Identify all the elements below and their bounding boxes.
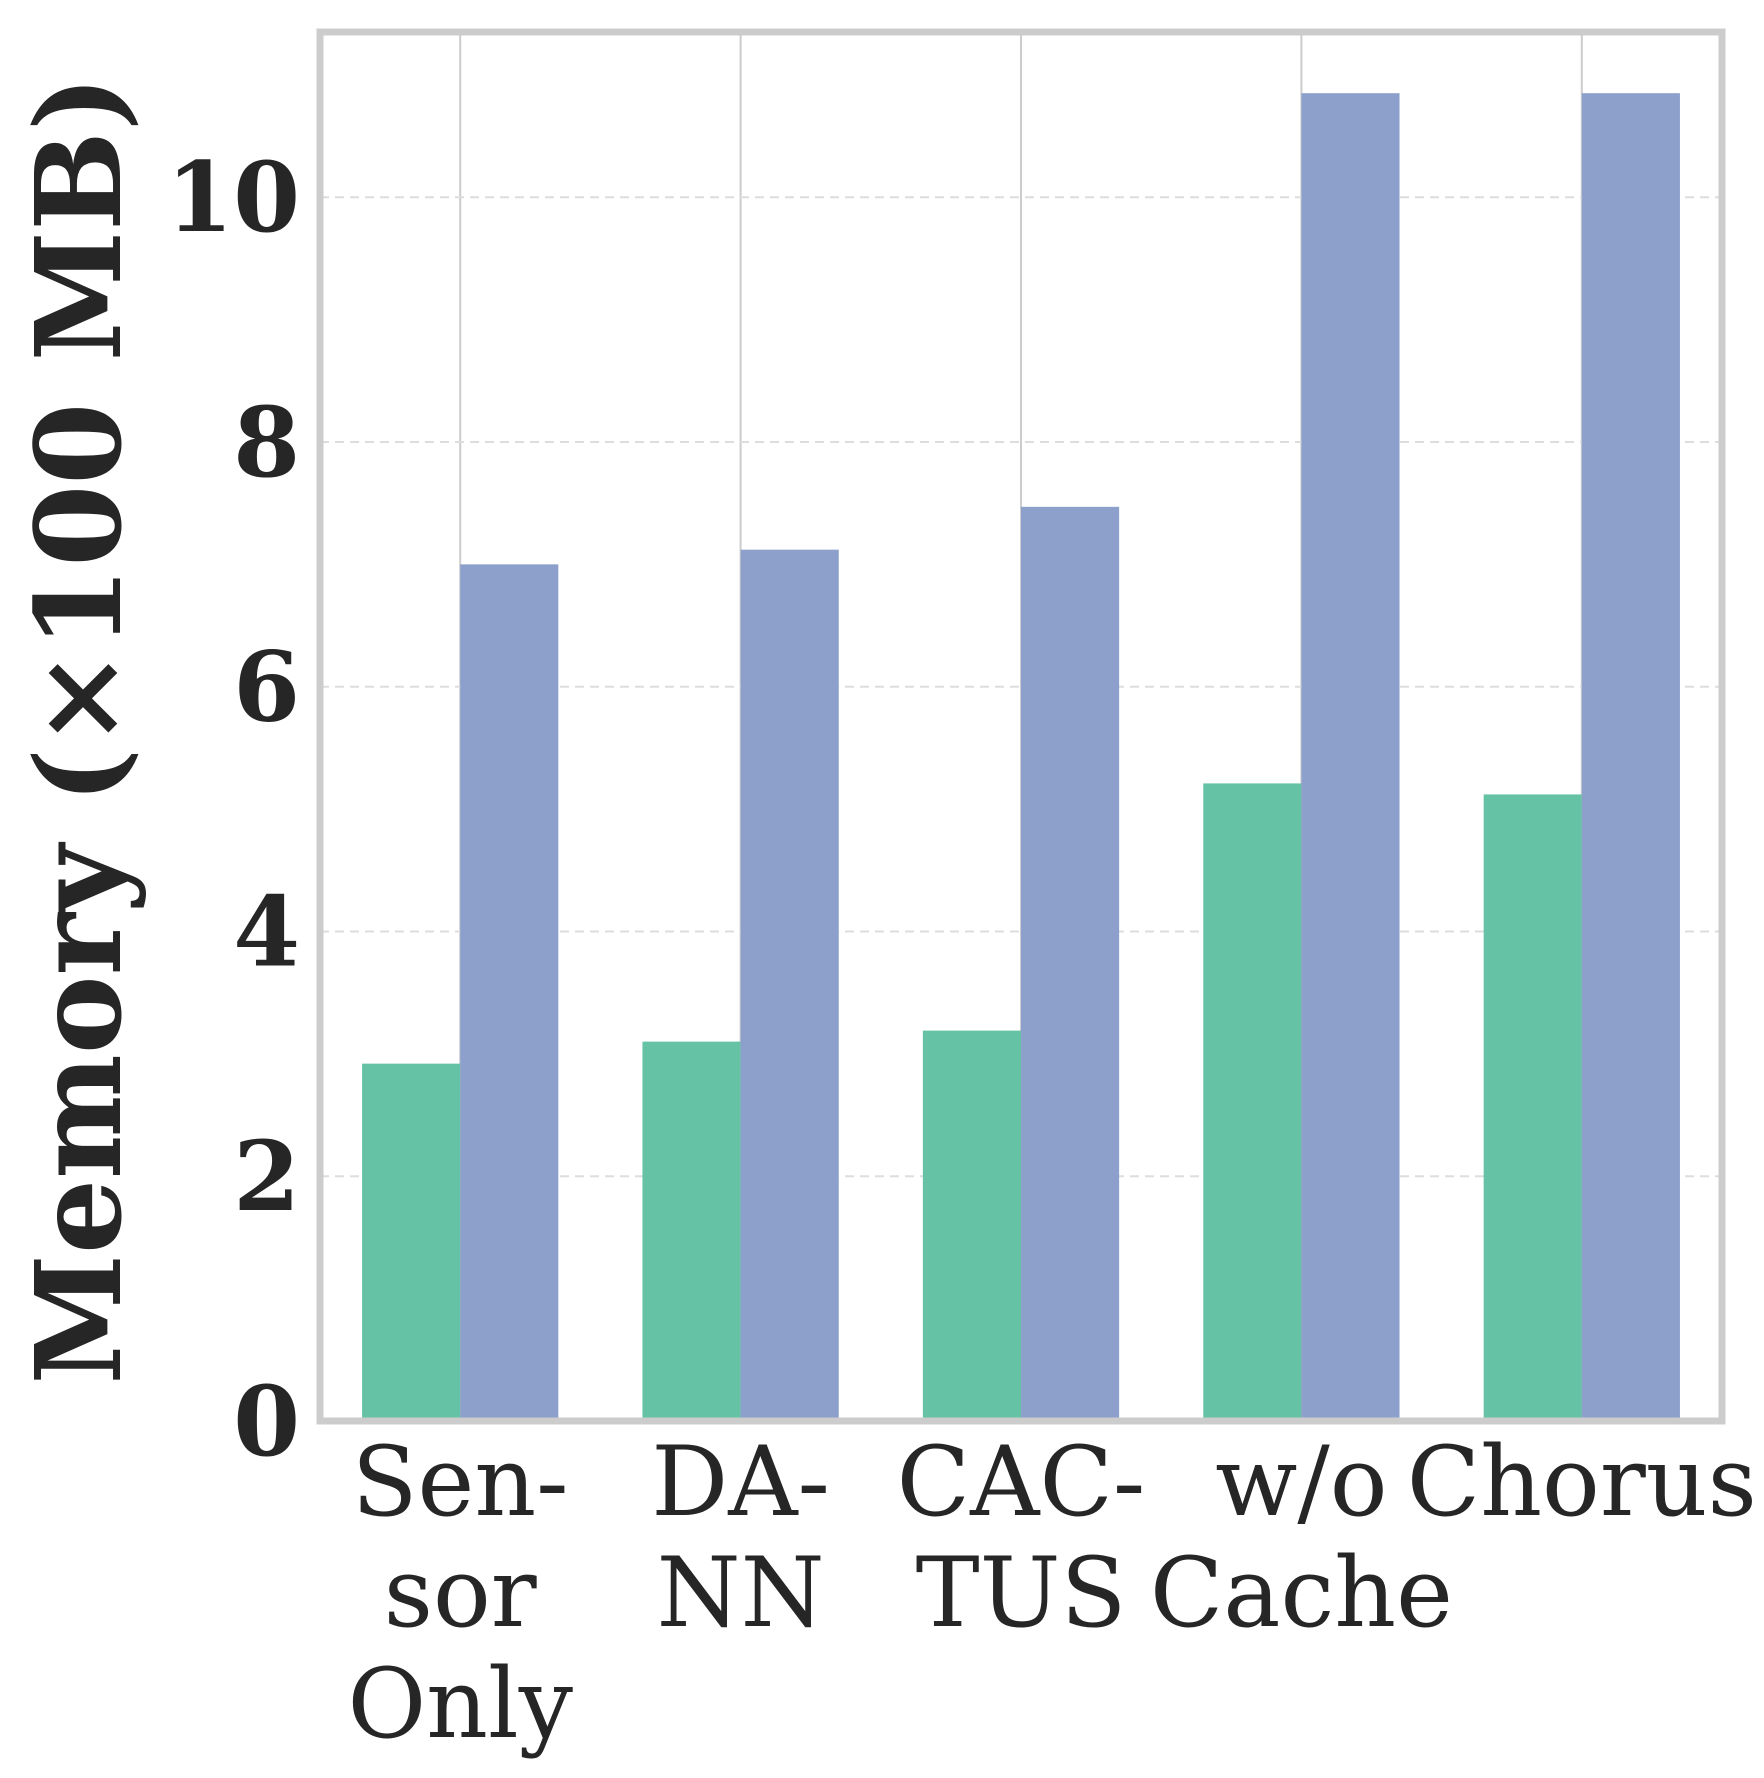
y-tick-label: 2 bbox=[233, 1120, 300, 1233]
bar-series-2-2 bbox=[740, 549, 839, 1421]
bar-series-1-3 bbox=[922, 1030, 1021, 1421]
bar-series-2-4 bbox=[1301, 93, 1400, 1421]
bar-series-2-1 bbox=[460, 564, 559, 1421]
y-tick-label: 0 bbox=[233, 1365, 300, 1478]
y-axis-ticks: 0 2 4 6 8 10 bbox=[166, 141, 300, 1478]
y-tick-label: 4 bbox=[233, 875, 300, 988]
bar-series-2-3 bbox=[1021, 506, 1120, 1421]
x-tick-label: w/o Cache bbox=[1150, 1426, 1453, 1649]
x-tick-label: CAC-TUS bbox=[897, 1426, 1146, 1649]
bar-series-1-2 bbox=[642, 1041, 741, 1421]
bar-series-1-4 bbox=[1203, 783, 1302, 1421]
bars bbox=[362, 93, 1680, 1421]
y-tick-label: 10 bbox=[166, 141, 300, 254]
x-tick-label: Sen-sor Only bbox=[347, 1426, 572, 1760]
y-tick-label: 6 bbox=[233, 631, 300, 744]
y-axis-label: Memory (×100 MB) bbox=[9, 75, 148, 1384]
bar-series-1-1 bbox=[362, 1063, 461, 1421]
bar-series-1-5 bbox=[1483, 794, 1582, 1421]
bar-series-2-5 bbox=[1581, 93, 1680, 1421]
x-tick-label: Chorus bbox=[1407, 1426, 1757, 1538]
plot-frame bbox=[316, 28, 1726, 1425]
y-tick-label: 8 bbox=[233, 386, 300, 499]
x-tick-label: DA-NN bbox=[651, 1426, 830, 1649]
